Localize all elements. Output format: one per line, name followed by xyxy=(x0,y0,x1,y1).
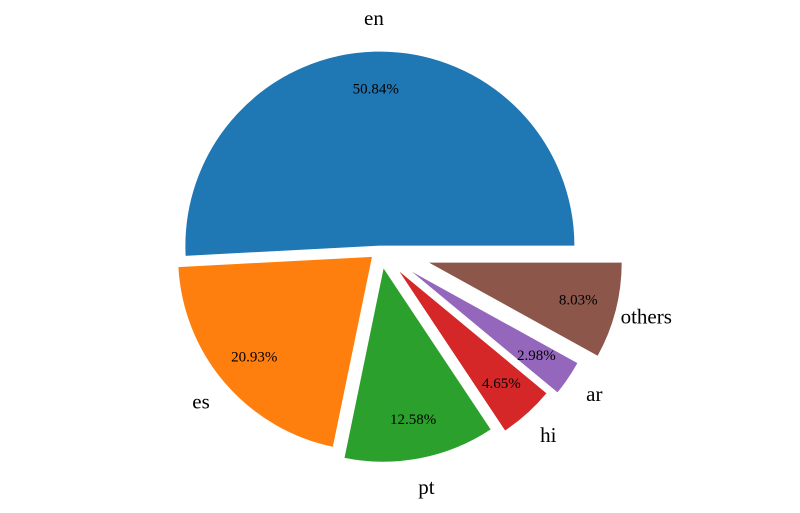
percent-label: 50.84% xyxy=(353,82,399,98)
pie-slice xyxy=(426,261,623,358)
slice-label: es xyxy=(192,390,210,414)
pie-slice xyxy=(177,255,374,448)
pie-slice xyxy=(343,265,493,463)
slice-label: ar xyxy=(586,382,602,406)
slice-label: others xyxy=(621,304,672,328)
percent-label: 4.65% xyxy=(482,376,521,392)
pie-slice xyxy=(407,268,579,394)
slice-label: hi xyxy=(540,423,557,447)
pie-slice xyxy=(184,50,576,257)
percent-label: 2.98% xyxy=(517,348,556,364)
slice-label: en xyxy=(364,6,384,30)
percent-label: 8.03% xyxy=(559,293,598,309)
percent-label: 12.58% xyxy=(390,412,436,428)
pie-slice xyxy=(396,268,548,432)
percent-label: 20.93% xyxy=(231,349,277,365)
slice-label: pt xyxy=(418,475,435,499)
